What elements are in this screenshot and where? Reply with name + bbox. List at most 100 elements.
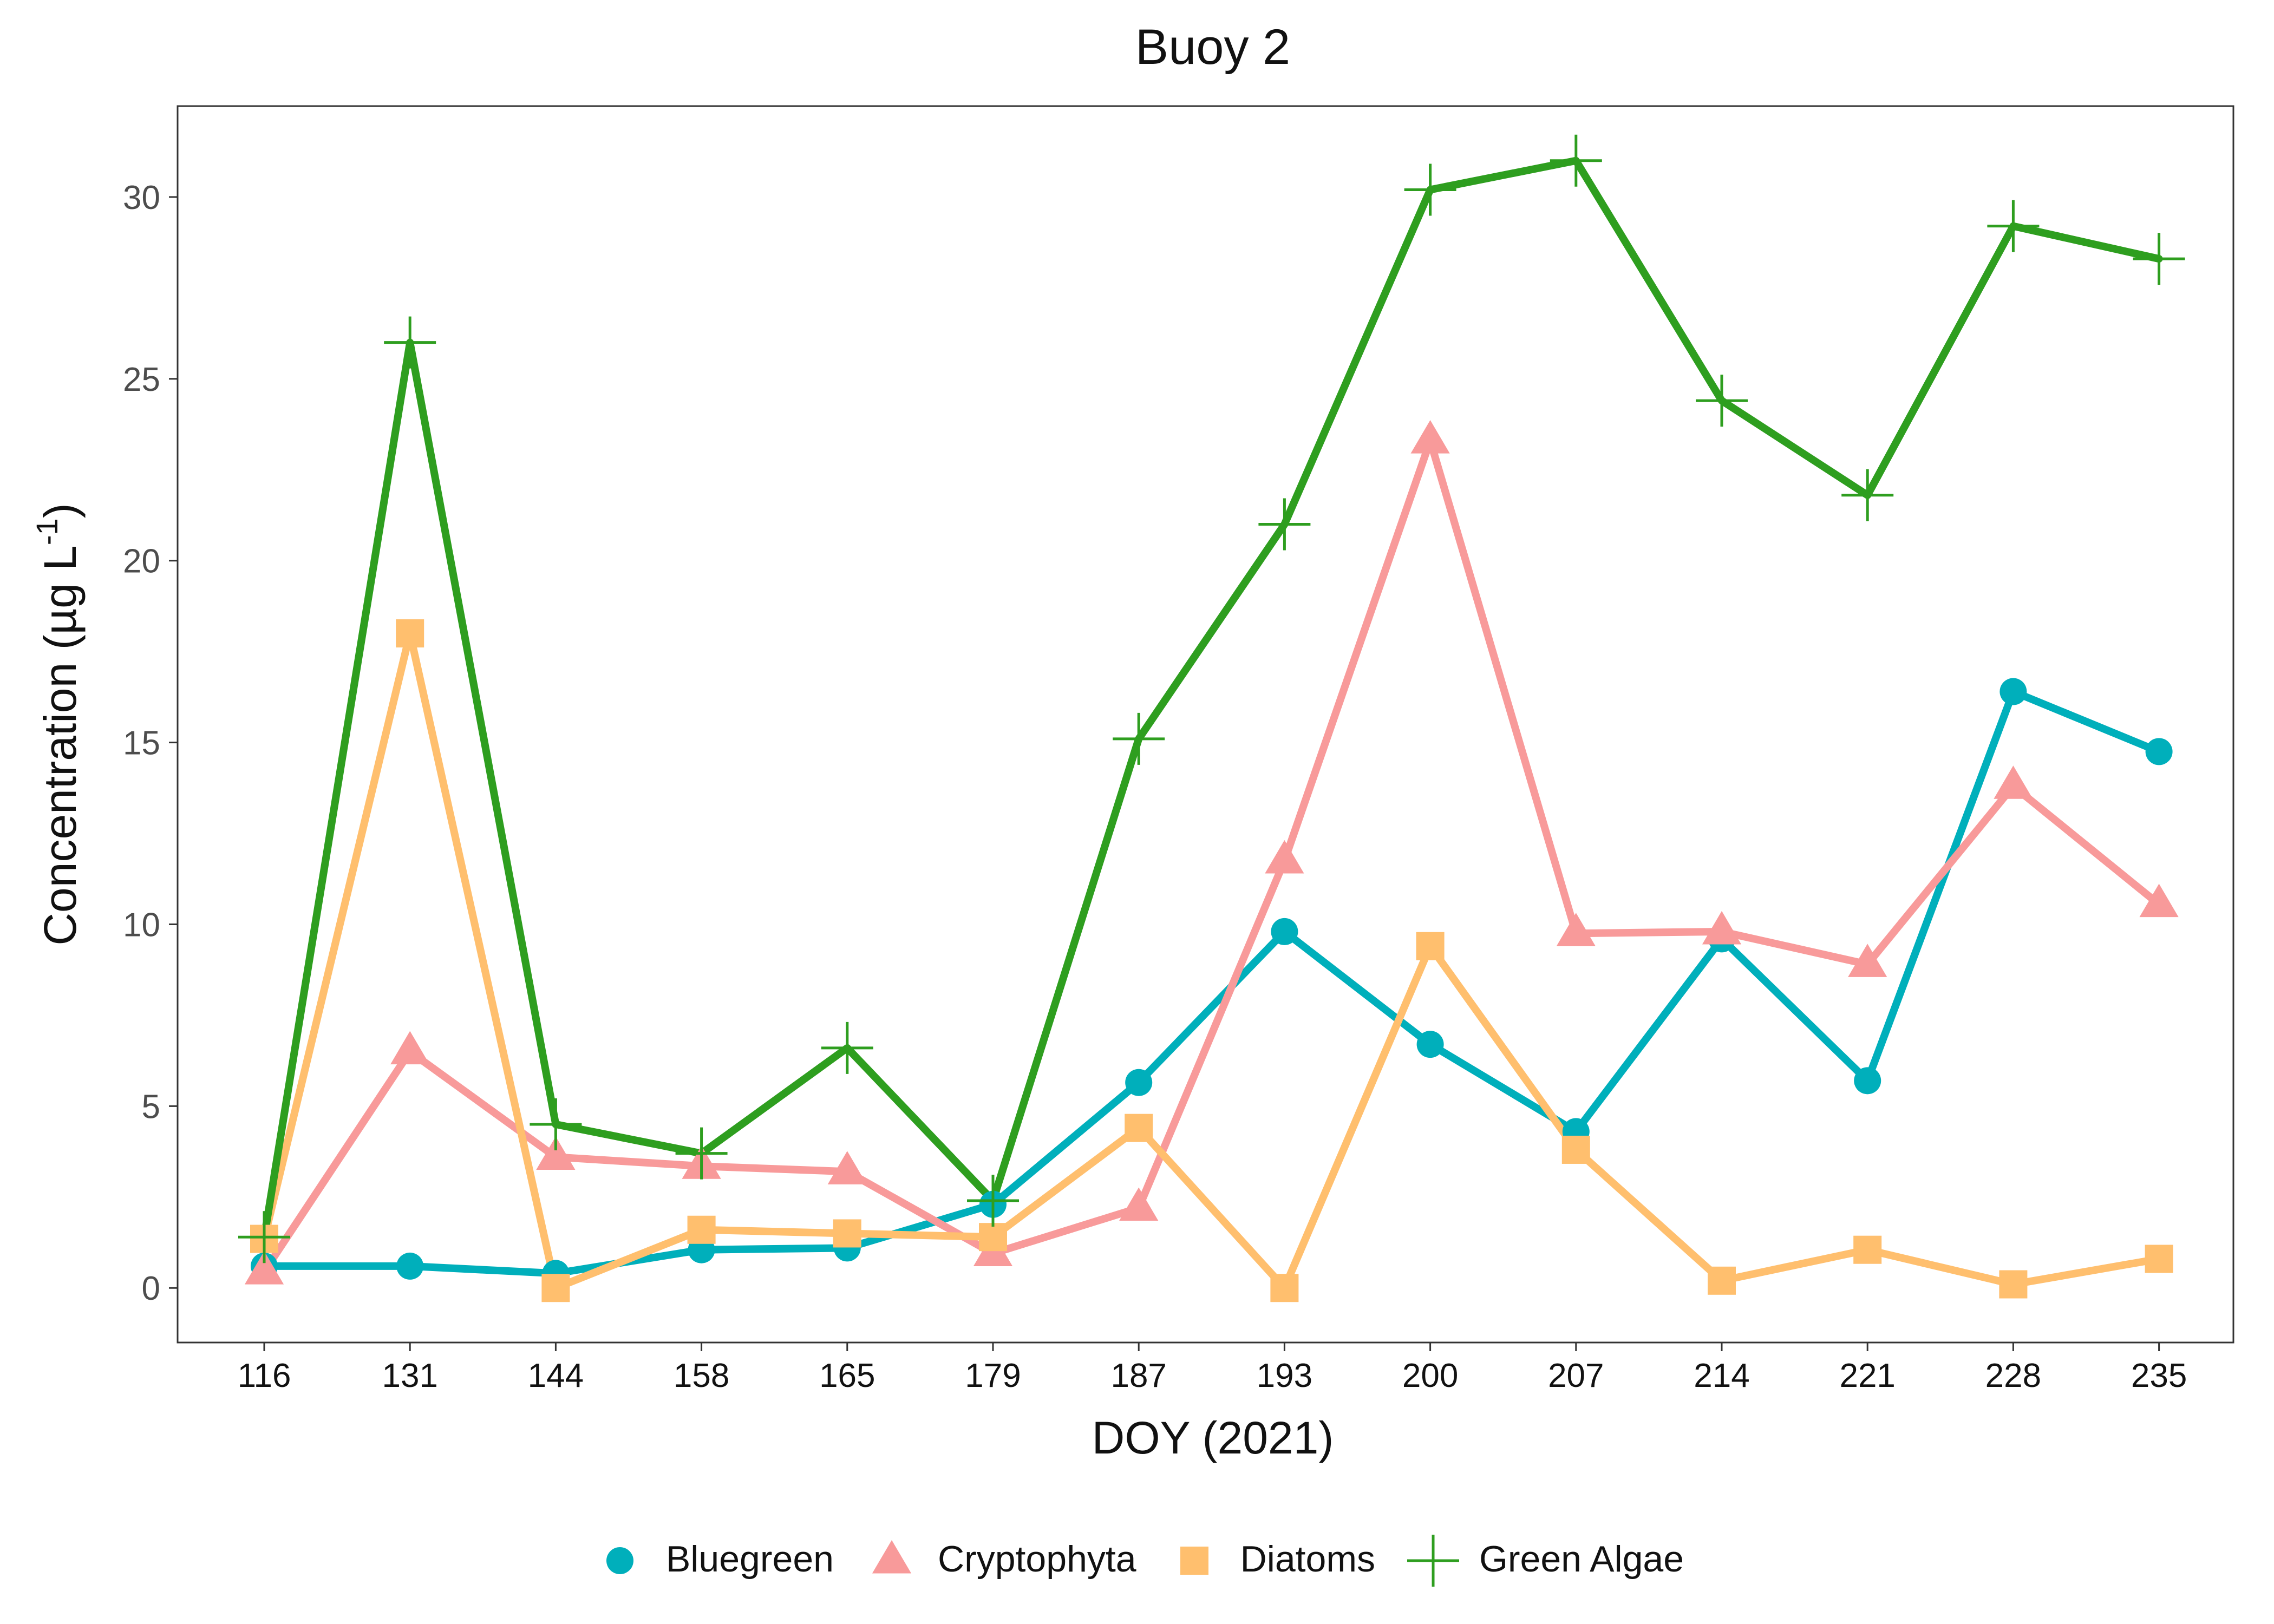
- green-algae-point: [967, 1175, 1019, 1227]
- y-tick-label: 20: [123, 543, 160, 580]
- cryptophyta-point: [1556, 913, 1596, 946]
- y-axis-title-main: Concentration (µg L: [35, 545, 86, 945]
- cryptophyta-point: [2139, 883, 2179, 918]
- diatoms-point: [1708, 1266, 1736, 1295]
- legend-key-bluegreen: [606, 1547, 633, 1574]
- green-algae-point: [1550, 134, 1602, 187]
- diatoms-point: [1561, 1135, 1590, 1164]
- cryptophyta-point: [1702, 911, 1742, 945]
- x-tick-label: 214: [1694, 1357, 1749, 1394]
- green-algae-point: [675, 1127, 728, 1180]
- green-algae-point: [1696, 375, 1748, 427]
- cryptophyta-point: [1119, 1187, 1159, 1221]
- diatoms-point: [1853, 1235, 1882, 1264]
- legend-item-diatoms: Diatoms: [1165, 1529, 1375, 1589]
- y-tick-label: 25: [123, 361, 160, 398]
- green-algae-point: [1113, 712, 1165, 765]
- green-algae-point: [1404, 163, 1456, 216]
- y-tick-label: 0: [142, 1270, 160, 1307]
- cryptophyta-points: [244, 420, 2179, 1285]
- cryptophyta-point: [244, 1251, 284, 1285]
- bluegreen-point: [1416, 1031, 1444, 1058]
- green-algae-points: [238, 134, 2185, 1263]
- bluegreen-point: [1854, 1067, 1881, 1095]
- plot-frame: [177, 105, 2234, 1344]
- diatoms-point: [396, 619, 424, 648]
- bluegreen-point: [1271, 918, 1298, 945]
- chart-title: Buoy 2: [1135, 19, 1290, 75]
- diatoms-point: [1270, 1274, 1299, 1302]
- y-tick-label: 30: [123, 179, 160, 217]
- legend-marker-bluegreen: [606, 1547, 633, 1574]
- green-algae-point: [1841, 469, 1894, 521]
- y-tick-label: 10: [123, 906, 160, 944]
- y-axis-title-superscript: -1: [30, 518, 64, 545]
- x-tick-label: 131: [382, 1357, 437, 1394]
- green-algae-point: [1987, 200, 2040, 252]
- bluegreen-point: [396, 1252, 424, 1280]
- green-algae-point: [530, 1098, 582, 1150]
- x-tick-label: 187: [1110, 1357, 1166, 1394]
- legend-key-green-algae: [1407, 1535, 1459, 1587]
- x-axis-title: DOY (2021): [1092, 1412, 1334, 1463]
- x-tick-label: 228: [1985, 1357, 2041, 1394]
- cryptophyta-line: [260, 437, 2163, 1276]
- cryptophyta-point: [827, 1151, 867, 1184]
- cryptophyta-point: [1848, 944, 1887, 977]
- diatoms-point: [1416, 932, 1445, 960]
- x-axis: 116 131 144 158 165 179 187 193 200 207 214 221 228 2…: [238, 1343, 2187, 1394]
- diatoms-point: [687, 1215, 716, 1244]
- x-tick-label: 165: [819, 1357, 875, 1394]
- diatoms-point: [541, 1274, 570, 1302]
- green-algae-point: [821, 1021, 873, 1074]
- green-algae-point: [238, 1211, 290, 1263]
- diatoms-points: [250, 619, 2173, 1302]
- series-markers: [238, 134, 2185, 1302]
- x-tick-label: 200: [1402, 1357, 1458, 1394]
- x-tick-label: 144: [528, 1357, 584, 1394]
- legend-label: Bluegreen: [665, 1538, 834, 1580]
- green-algae-point: [2133, 233, 2185, 285]
- x-tick-label: 158: [674, 1357, 729, 1394]
- y-axis-title: Concentration (µg L-1): [30, 503, 86, 945]
- y-axis: 0 5 10 15 20 25 30: [123, 179, 178, 1307]
- legend-item-bluegreen: Bluegreen: [590, 1529, 834, 1589]
- legend-item-cryptophyta: Cryptophyta: [862, 1529, 1136, 1589]
- cryptophyta-point: [1994, 765, 2033, 799]
- legend-item-green-algae: Green Algae: [1403, 1529, 1684, 1589]
- legend-key-diatoms: [1180, 1547, 1208, 1575]
- diatoms-point: [1999, 1270, 2028, 1299]
- legend-marker-green-algae: [1407, 1535, 1459, 1587]
- chart: Buoy 2 Concentration (µg L-1) DOY (2021)…: [30, 19, 2234, 1463]
- cryptophyta-point: [390, 1031, 430, 1065]
- legend-label: Green Algae: [1479, 1538, 1684, 1580]
- legend-label: Cryptophyta: [937, 1538, 1136, 1580]
- x-tick-label: 235: [2131, 1357, 2187, 1394]
- x-tick-label: 179: [965, 1357, 1021, 1394]
- series-lines: [260, 156, 2163, 1292]
- legend: Bluegreen Cryptophyta Diatoms Green Algae: [0, 1527, 2274, 1592]
- diatoms-point: [2145, 1245, 2173, 1273]
- bluegreen-point: [2145, 738, 2173, 765]
- cryptophyta-point: [536, 1136, 576, 1170]
- bluegreen-point: [1999, 678, 2027, 705]
- legend-marker-cryptophyta: [872, 1540, 912, 1574]
- y-tick-label: 15: [123, 725, 160, 762]
- legend-key-cryptophyta: [872, 1540, 912, 1574]
- green-algae-point: [384, 316, 436, 369]
- green-algae-point: [1258, 498, 1311, 551]
- x-tick-label: 193: [1257, 1357, 1312, 1394]
- legend-label: Diatoms: [1240, 1538, 1375, 1580]
- diatoms-line: [260, 630, 2163, 1292]
- diatoms-point: [979, 1223, 1007, 1252]
- green-algae-line: [260, 156, 2163, 1241]
- y-axis-title-suffix: ): [35, 503, 86, 518]
- cryptophyta-point: [1265, 840, 1304, 874]
- bluegreen-line: [260, 687, 2163, 1278]
- x-tick-label: 207: [1548, 1357, 1604, 1394]
- y-tick-label: 5: [142, 1088, 160, 1125]
- x-tick-label: 221: [1839, 1357, 1895, 1394]
- legend-marker-diatoms: [1180, 1547, 1208, 1575]
- svg-text:Concentration (µg L-1): Concentration (µg L-1): [30, 503, 86, 945]
- cryptophyta-point: [1410, 420, 1450, 454]
